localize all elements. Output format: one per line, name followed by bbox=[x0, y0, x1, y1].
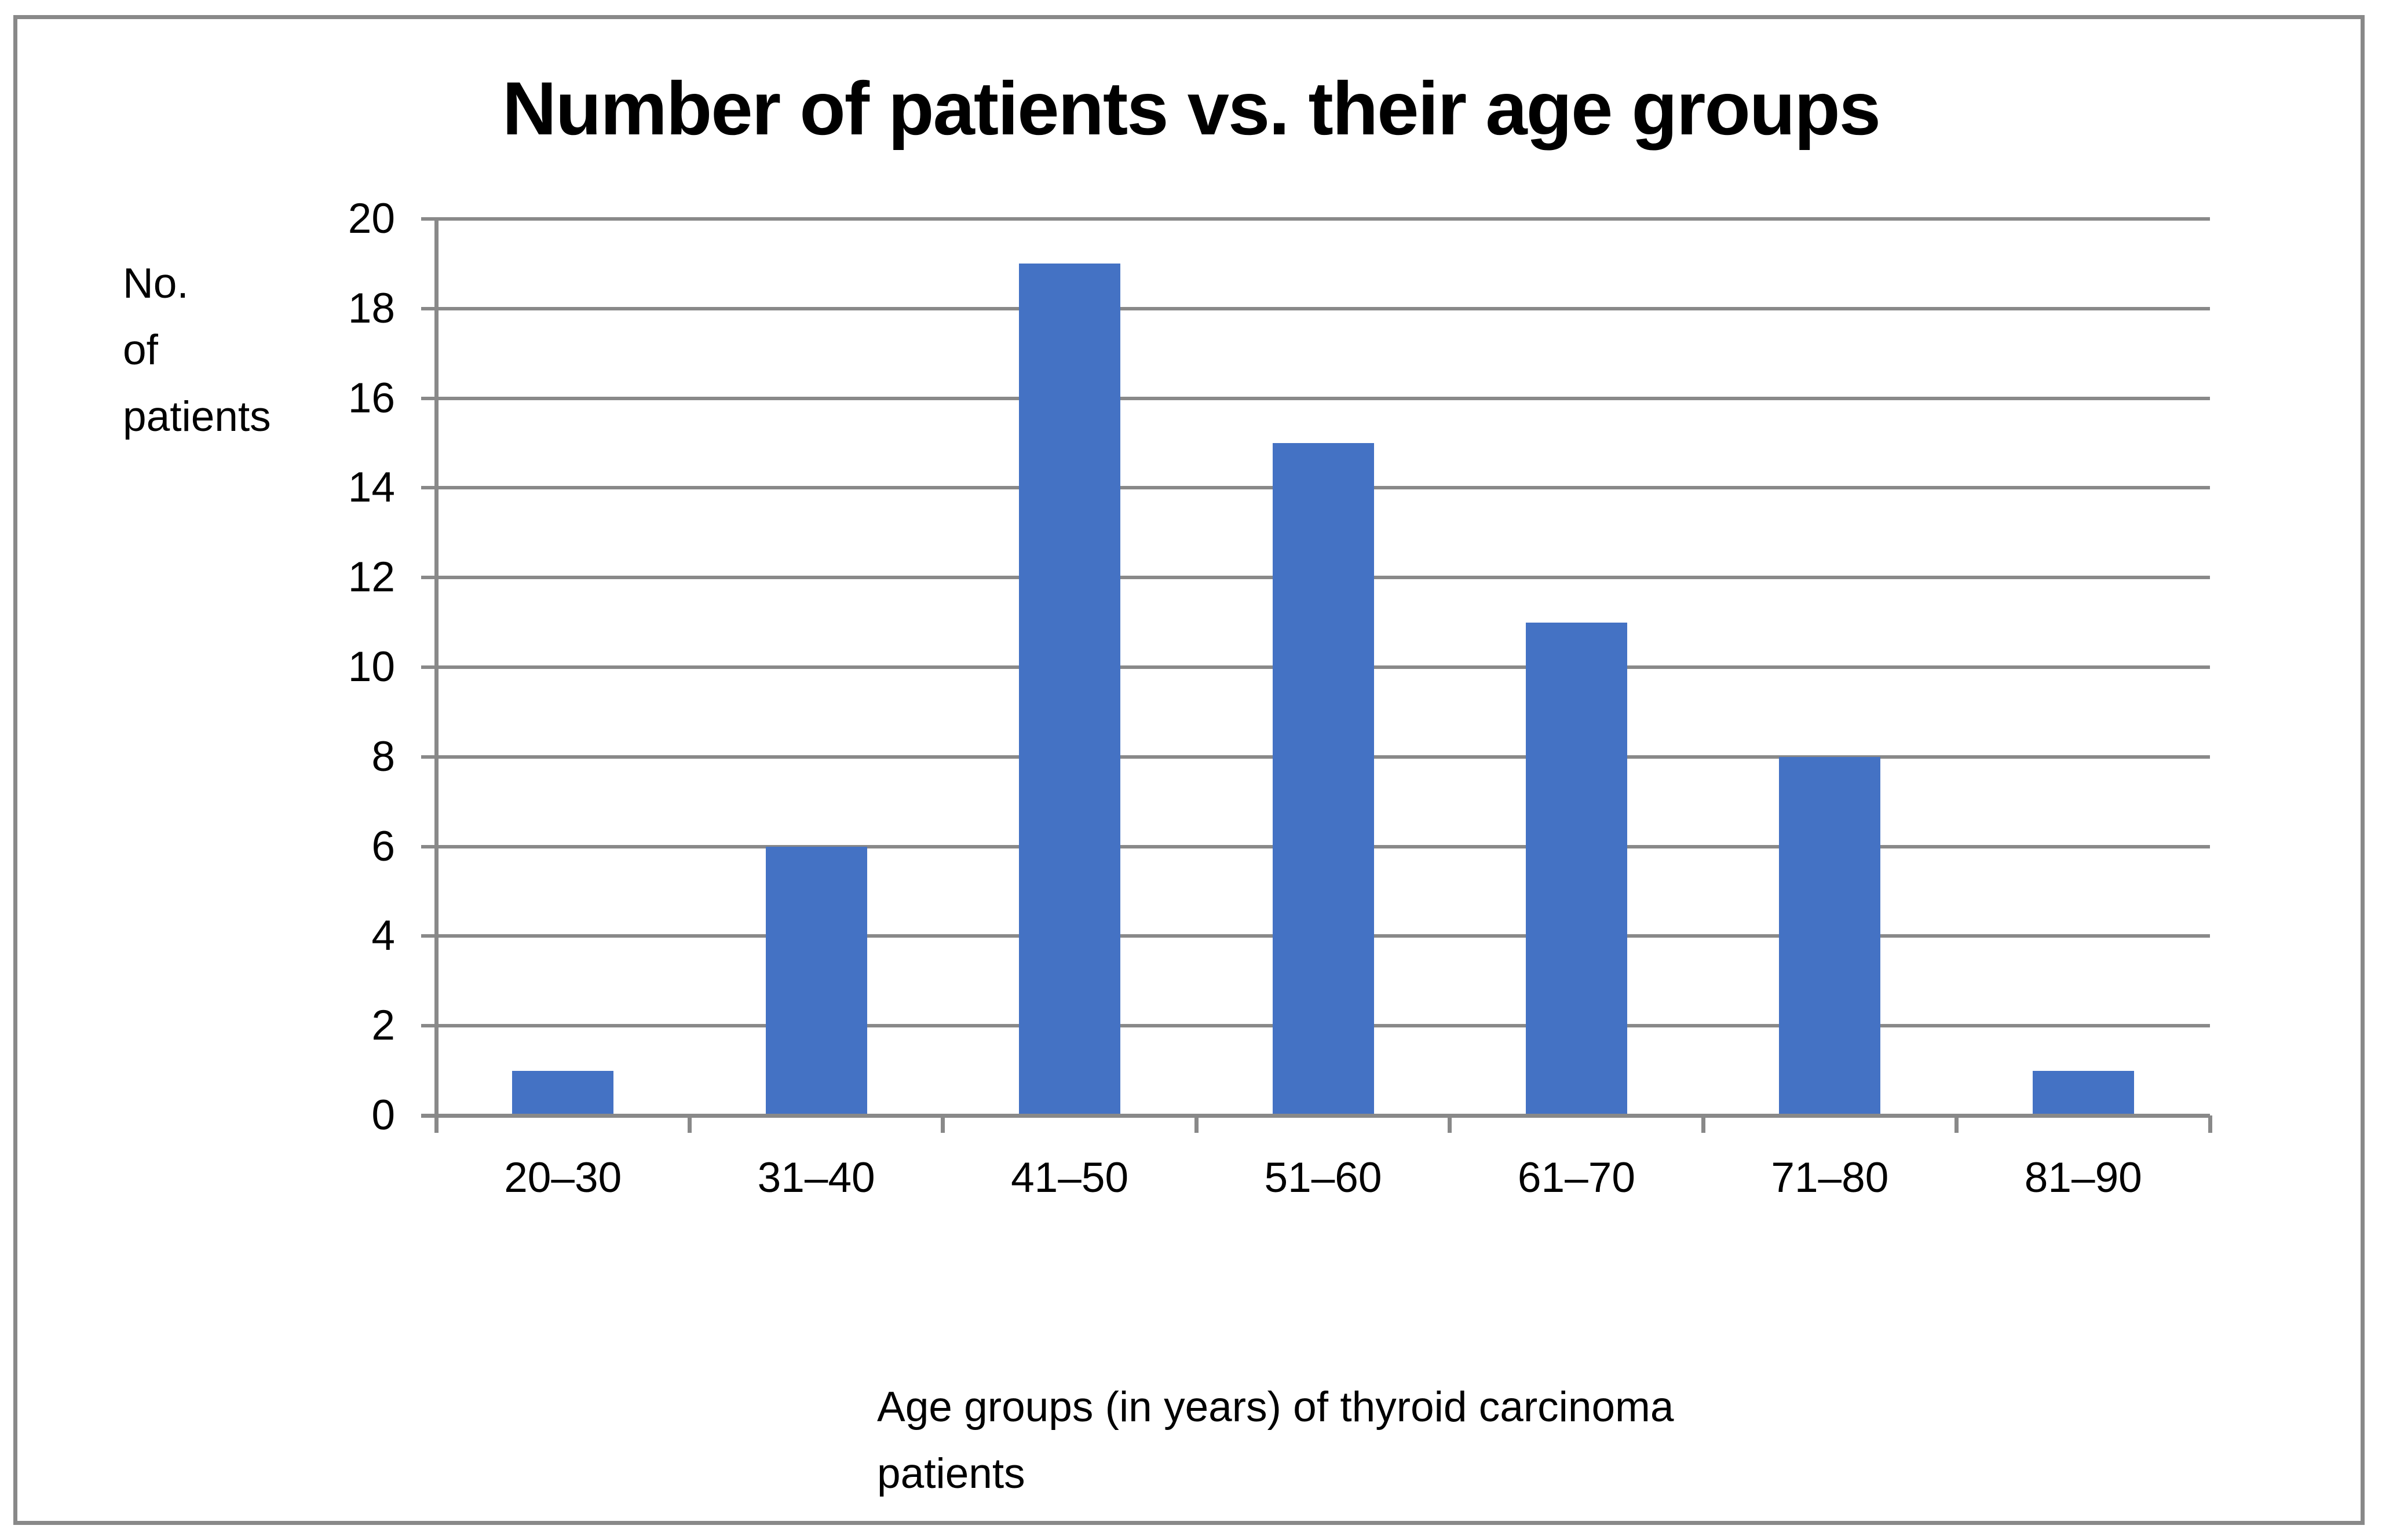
y-tick-label-18: 18 bbox=[348, 284, 395, 332]
x-tick-label-61–70: 61–70 bbox=[1517, 1154, 1635, 1201]
y-axis-title-line: of bbox=[123, 327, 158, 374]
y-tick-label-0: 0 bbox=[371, 1092, 395, 1139]
bar-41–50 bbox=[1019, 264, 1121, 1115]
y-axis-line bbox=[434, 219, 439, 1133]
gridline-18 bbox=[421, 306, 2210, 310]
bar-61–70 bbox=[1525, 622, 1627, 1115]
plot-area bbox=[421, 217, 2212, 1133]
bar-20–30 bbox=[512, 1070, 614, 1115]
y-tick-label-4: 4 bbox=[371, 912, 395, 960]
bar-51–60 bbox=[1272, 443, 1374, 1115]
x-axis-tick bbox=[2208, 1115, 2212, 1133]
x-tick-label-81–90: 81–90 bbox=[2024, 1154, 2142, 1201]
x-tick-label-41–50: 41–50 bbox=[1011, 1154, 1129, 1201]
x-tick-label-20–30: 20–30 bbox=[504, 1154, 622, 1201]
x-tick-label-31–40: 31–40 bbox=[757, 1154, 875, 1201]
x-axis-tick bbox=[1448, 1115, 1452, 1133]
y-tick-label-10: 10 bbox=[348, 643, 395, 690]
chart-border-frame bbox=[13, 15, 2365, 1525]
x-axis-tick bbox=[941, 1115, 945, 1133]
y-tick-label-6: 6 bbox=[371, 822, 395, 870]
y-axis-title-line: No. bbox=[123, 260, 189, 307]
x-tick-label-51–60: 51–60 bbox=[1264, 1154, 1382, 1201]
y-tick-label-20: 20 bbox=[348, 195, 395, 242]
x-axis-tick bbox=[1194, 1115, 1199, 1133]
gridline-16 bbox=[421, 396, 2210, 400]
y-tick-label-8: 8 bbox=[371, 733, 395, 780]
x-axis-tick bbox=[1954, 1115, 1959, 1133]
x-axis-line bbox=[421, 1113, 2210, 1118]
bar-31–40 bbox=[765, 846, 867, 1115]
bar-71–80 bbox=[1779, 756, 1881, 1115]
y-axis-title: No. of patients bbox=[123, 250, 271, 450]
x-axis-tick bbox=[1701, 1115, 1705, 1133]
x-axis-tick bbox=[687, 1115, 692, 1133]
y-tick-label-16: 16 bbox=[348, 374, 395, 422]
y-tick-label-14: 14 bbox=[348, 464, 395, 511]
x-tick-label-71–80: 71–80 bbox=[1771, 1154, 1889, 1201]
x-axis-title: Age groups (in years) of thyroid carcino… bbox=[877, 1374, 1674, 1507]
x-axis-title-line: patients bbox=[877, 1450, 1025, 1497]
x-axis-title-line: Age groups (in years) of thyroid carcino… bbox=[877, 1384, 1674, 1431]
y-axis-title-line: patients bbox=[123, 393, 271, 440]
y-tick-label-2: 2 bbox=[371, 1002, 395, 1049]
chart-title: Number of patients vs. their age groups bbox=[502, 66, 1881, 151]
gridline-20 bbox=[421, 217, 2210, 221]
bar-81–90 bbox=[2032, 1070, 2134, 1115]
y-tick-label-12: 12 bbox=[348, 554, 395, 601]
